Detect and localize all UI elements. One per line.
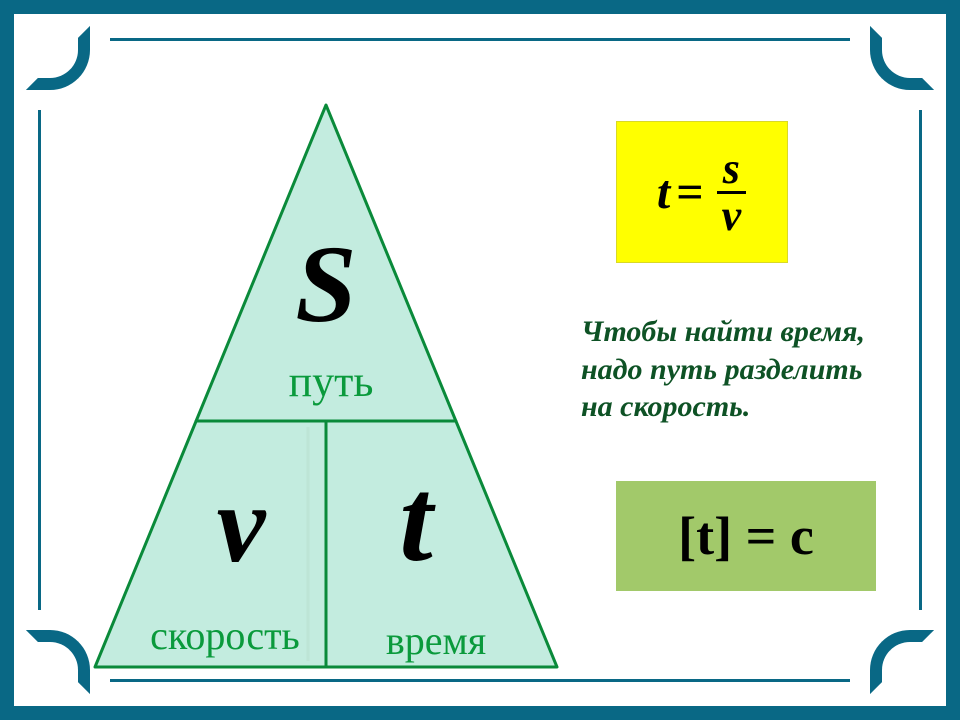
denominator: v [716, 194, 748, 238]
svt-triangle: S путь v скорость t время [91, 101, 561, 671]
content-area: S путь v скорость t время t = s v [41, 41, 919, 679]
inner-frame: S путь v скорость t время t = s v [38, 38, 922, 682]
numerator: s [717, 147, 746, 194]
slide-border: S путь v скорость t время t = s v [0, 0, 960, 720]
label-speed: скорость [120, 612, 330, 659]
variable-t: t [341, 451, 491, 589]
label-time: время [336, 617, 536, 664]
equals-sign: = [676, 165, 703, 220]
label-path: путь [241, 356, 421, 407]
rule-line: Чтобы найти время, [581, 313, 941, 351]
variable-s: S [256, 221, 396, 348]
formula-box: t = s v [616, 121, 788, 263]
unit-text: [t] = c [678, 505, 814, 567]
variable-v: v [171, 461, 311, 588]
rule-text: Чтобы найти время, надо путь разделить н… [581, 313, 941, 426]
formula-lhs: t [657, 165, 670, 220]
fraction: s v [716, 147, 748, 238]
unit-box: [t] = c [616, 481, 876, 591]
rule-line: надо путь разделить [581, 351, 941, 389]
rule-line: на скорость. [581, 388, 941, 426]
